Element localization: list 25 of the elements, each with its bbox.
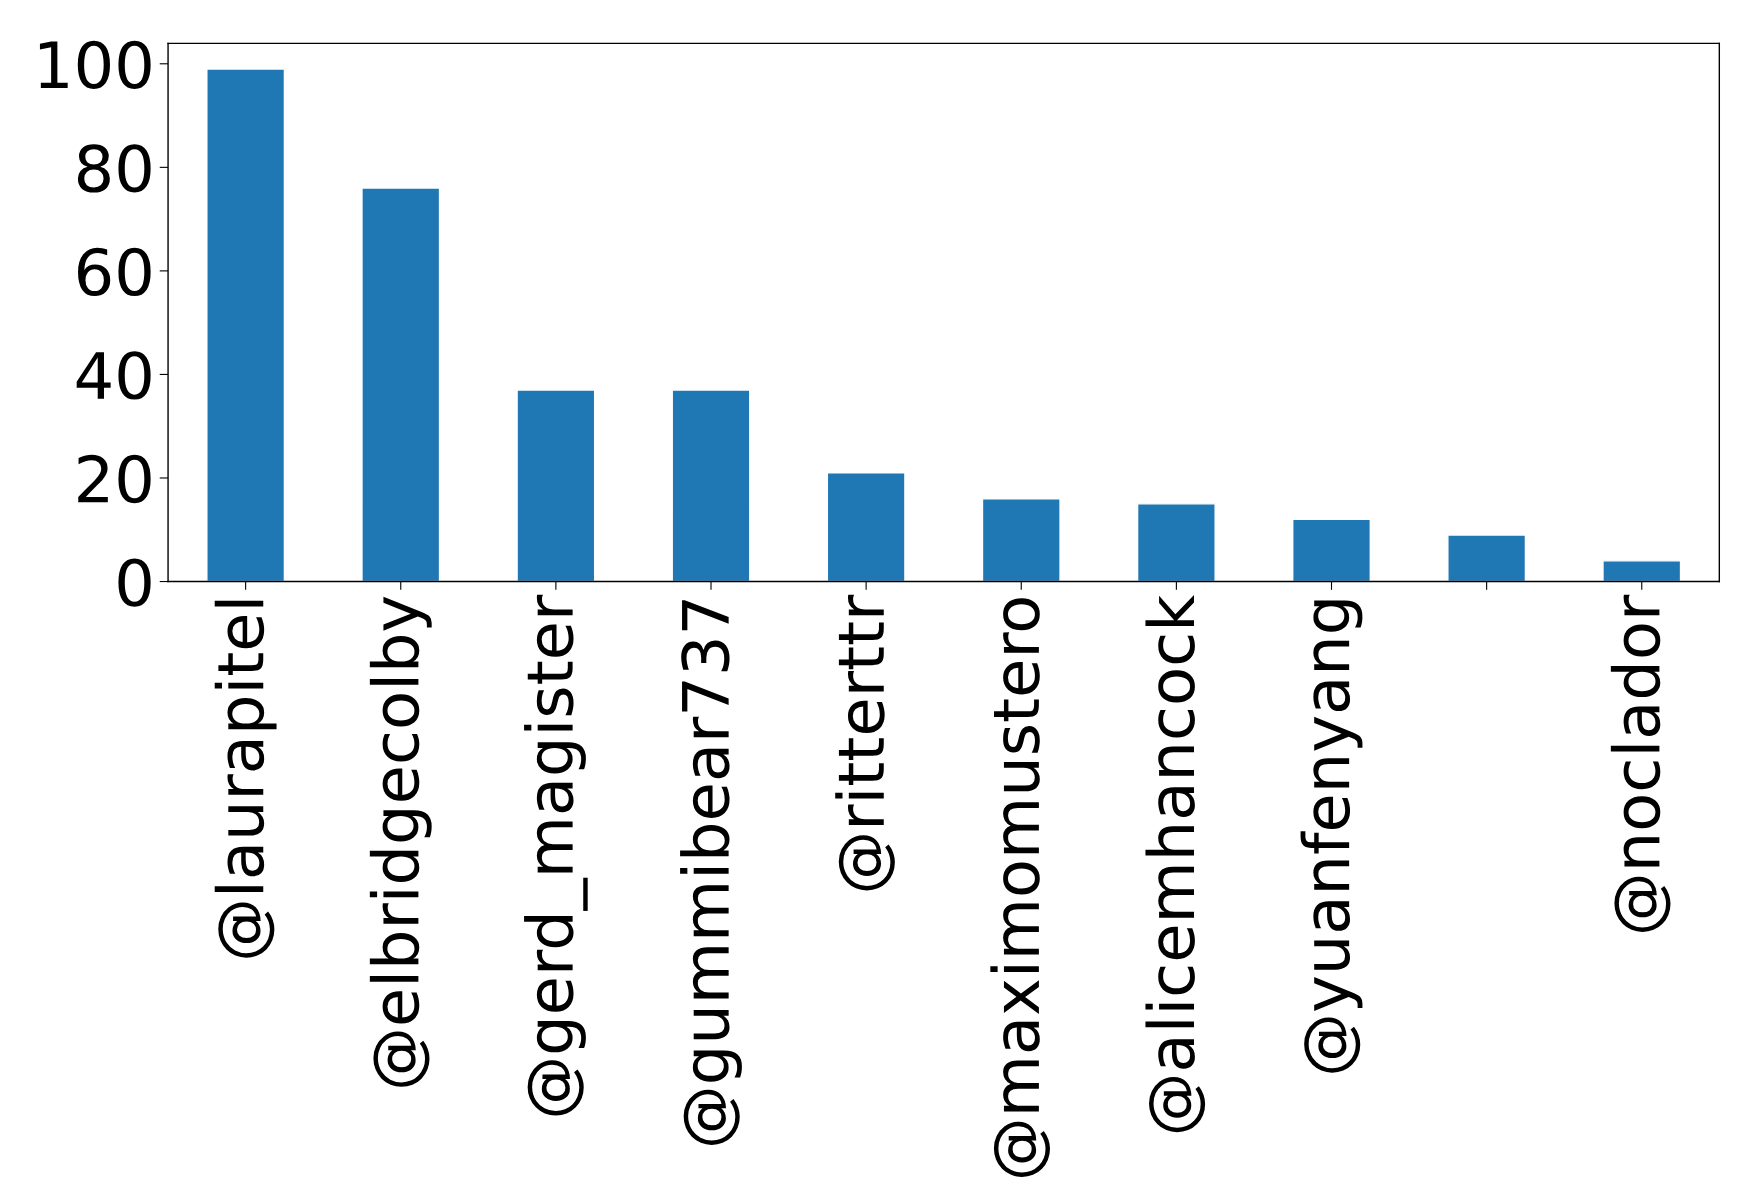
bar (1292, 518, 1371, 582)
bar (671, 389, 751, 582)
bar (206, 68, 286, 582)
x-tick-label: @laurapitel (214, 600, 277, 958)
bar (981, 497, 1061, 582)
bar (361, 187, 441, 582)
bar (516, 389, 596, 582)
y-tick-label: 80 (77, 144, 151, 193)
y-tick-label: 60 (78, 247, 151, 297)
x-tick-label: @maximomustero (990, 598, 1050, 1177)
x-tick-label: @alicemhancock (1145, 594, 1206, 1133)
x-tick-label: @noclador (1610, 594, 1671, 932)
x-tick-label: @gummibear737 (680, 600, 742, 1145)
x-tick-label: @ritterttr (835, 594, 895, 891)
bar (1602, 560, 1682, 582)
bar (1447, 534, 1527, 582)
y-tick-label: 100 (39, 40, 151, 89)
y-tick-label: 40 (76, 351, 151, 400)
y-tick-label: 0 (118, 558, 151, 607)
x-tick-label: @yuanfenyang (1300, 600, 1363, 1073)
x-tick-label: @elbridgecolby (369, 596, 432, 1087)
x-tick-label: @gerd_magister (524, 594, 588, 1116)
y-tick-label: 20 (78, 454, 151, 504)
bar (1136, 503, 1216, 582)
bar (826, 472, 906, 582)
